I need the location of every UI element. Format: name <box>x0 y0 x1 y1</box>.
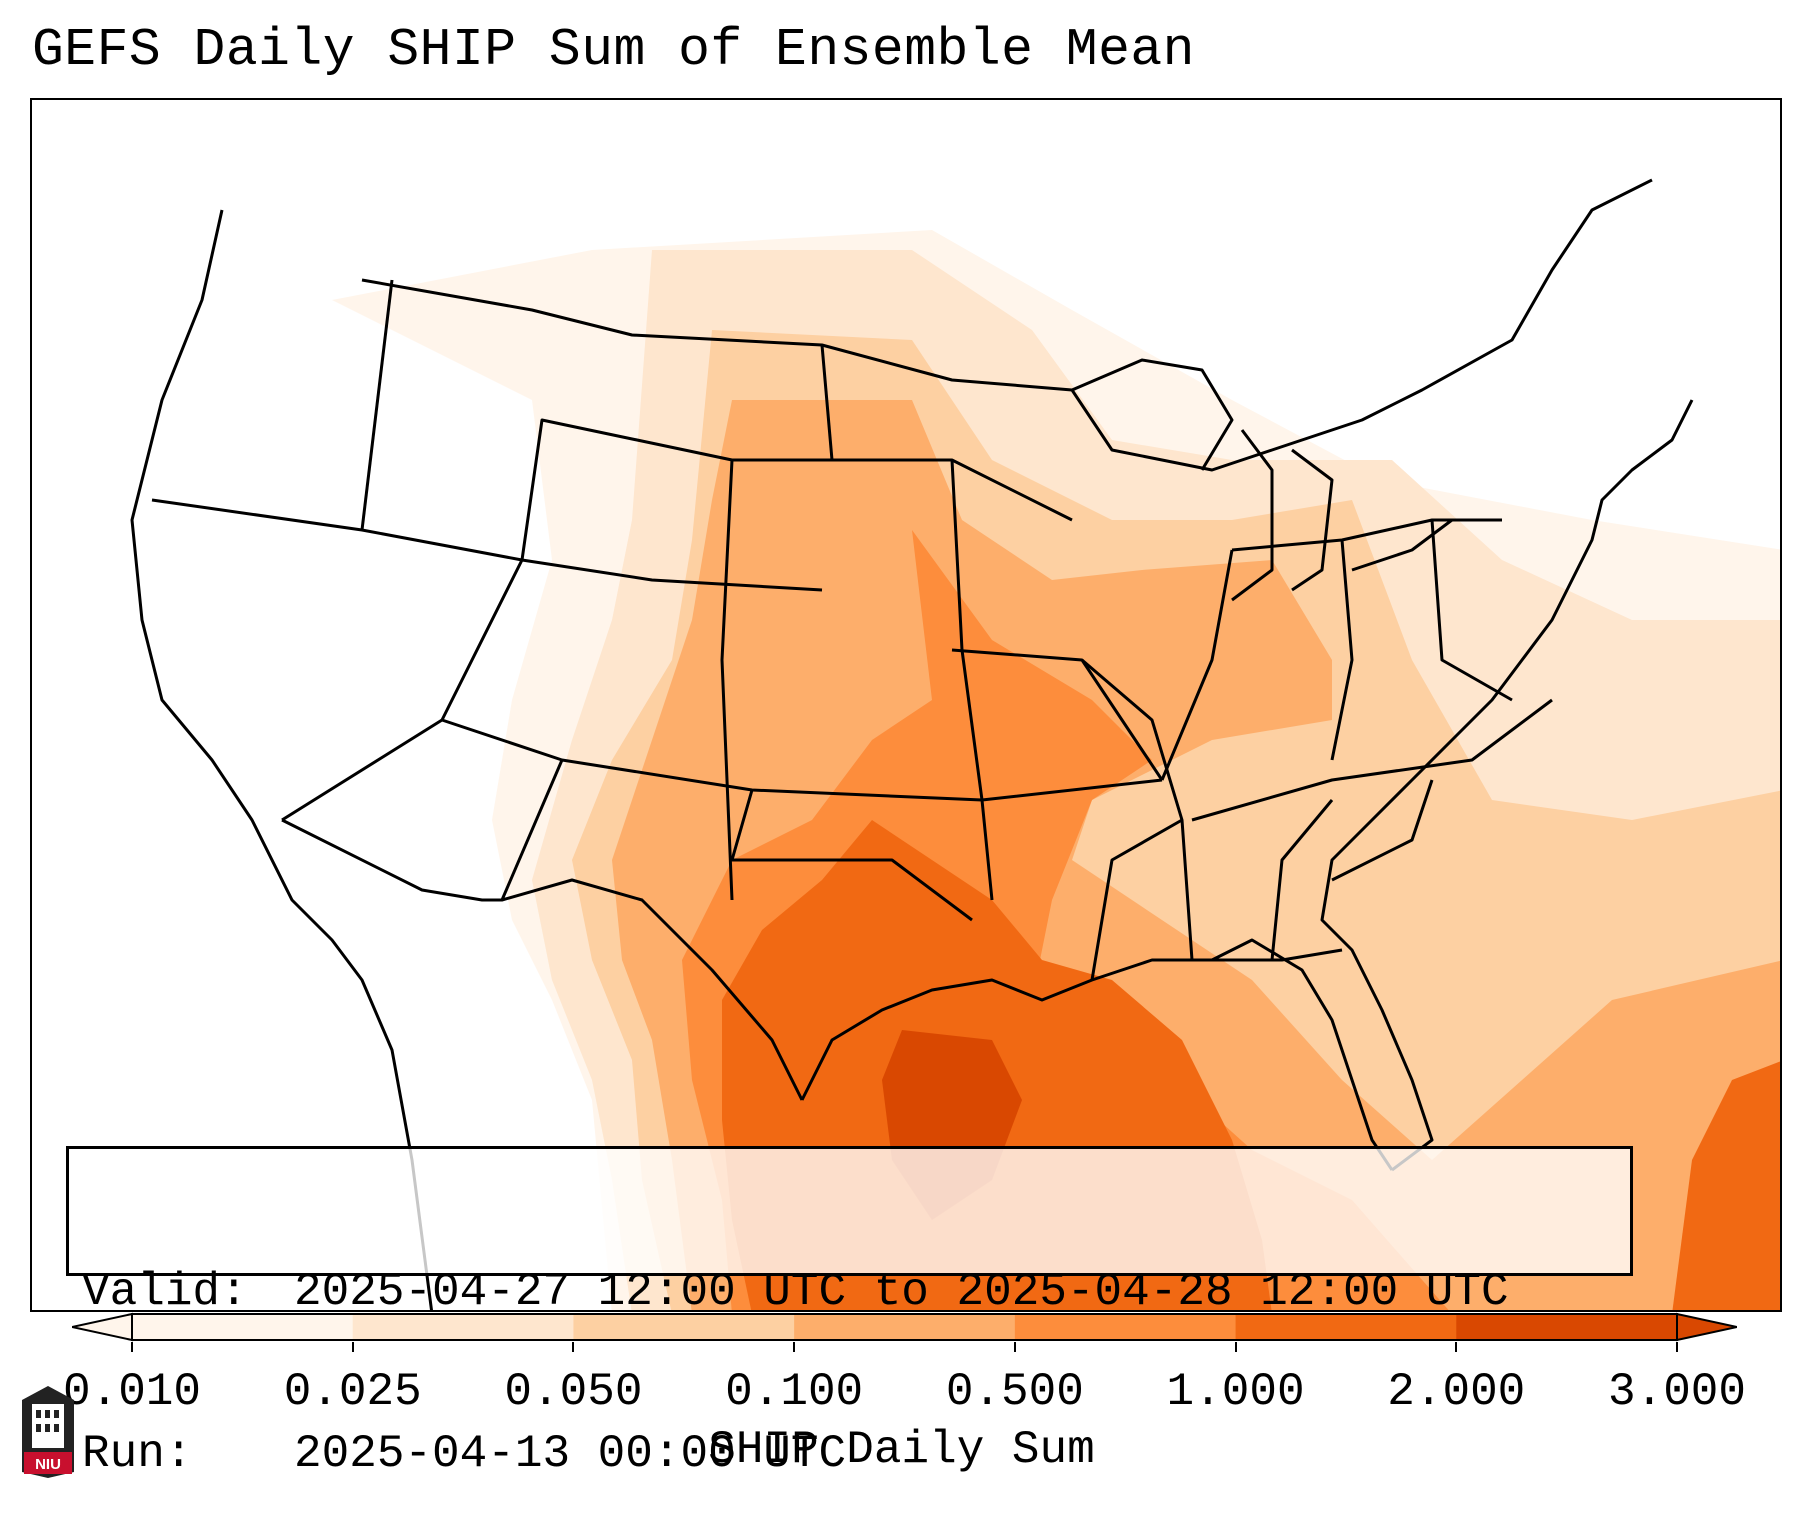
colorbar-tick-label: 0.100 <box>725 1366 864 1418</box>
boundary-lines <box>130 178 1694 1310</box>
logo-text: NIU <box>35 1456 61 1473</box>
map-canvas <box>130 178 1780 1310</box>
colorbar <box>72 1312 1737 1342</box>
colorbar-tick-mark <box>351 1342 354 1352</box>
run-label: Run: <box>82 1428 193 1480</box>
colorbar-tick-label: 0.025 <box>283 1366 422 1418</box>
colorbar-tick-mark <box>1676 1342 1678 1352</box>
colorbar-segment <box>1014 1314 1237 1340</box>
ship-shading <box>332 230 1780 1310</box>
colorbar-tick-label: 0.500 <box>945 1366 1084 1418</box>
colorbar-tick-mark <box>1234 1342 1237 1352</box>
colorbar-tick-mark <box>131 1342 133 1352</box>
colorbar-tick-label: 2.000 <box>1387 1366 1526 1418</box>
colorbar-tick-mark <box>572 1342 575 1352</box>
map-title: GEFS Daily SHIP Sum of Ensemble Mean <box>32 20 1195 80</box>
map-panel <box>30 98 1782 1312</box>
colorbar-extend-min <box>72 1312 133 1342</box>
colorbar-extend-max <box>1676 1312 1737 1342</box>
colorbar-tick-label: 1.000 <box>1166 1366 1305 1418</box>
colorbar-segment <box>352 1314 574 1340</box>
colorbar-tick-mark <box>1455 1342 1458 1352</box>
colorbar-label: SHIP Daily Sum <box>708 1424 1095 1476</box>
colorbar-segment <box>1235 1314 1457 1340</box>
colorbar-tick-label: 3.000 <box>1607 1366 1747 1418</box>
colorbar-frame <box>131 1313 1678 1341</box>
colorbar-tick-label: 0.010 <box>62 1366 202 1418</box>
colorbar-tick-mark <box>1013 1342 1016 1352</box>
run-value: 2025-04-13 00:00 UTC <box>294 1428 847 1480</box>
valid-value: 2025-04-27 12:00 UTC to 2025-04-28 12:00… <box>294 1266 1509 1318</box>
valid-run-info-box: Valid: 2025-04-27 12:00 UTC to 2025-04-28… <box>66 1146 1633 1480</box>
colorbar-segment <box>132 1314 354 1340</box>
colorbar-segment <box>573 1314 795 1340</box>
colorbar-tick-label: 0.050 <box>504 1366 643 1418</box>
valid-label: Valid: <box>82 1266 248 1318</box>
niu-logo: NIU <box>22 1386 74 1478</box>
colorbar-segment <box>794 1314 1016 1340</box>
colorbar-segment <box>1456 1314 1678 1340</box>
colorbar-tick-mark <box>793 1342 796 1352</box>
